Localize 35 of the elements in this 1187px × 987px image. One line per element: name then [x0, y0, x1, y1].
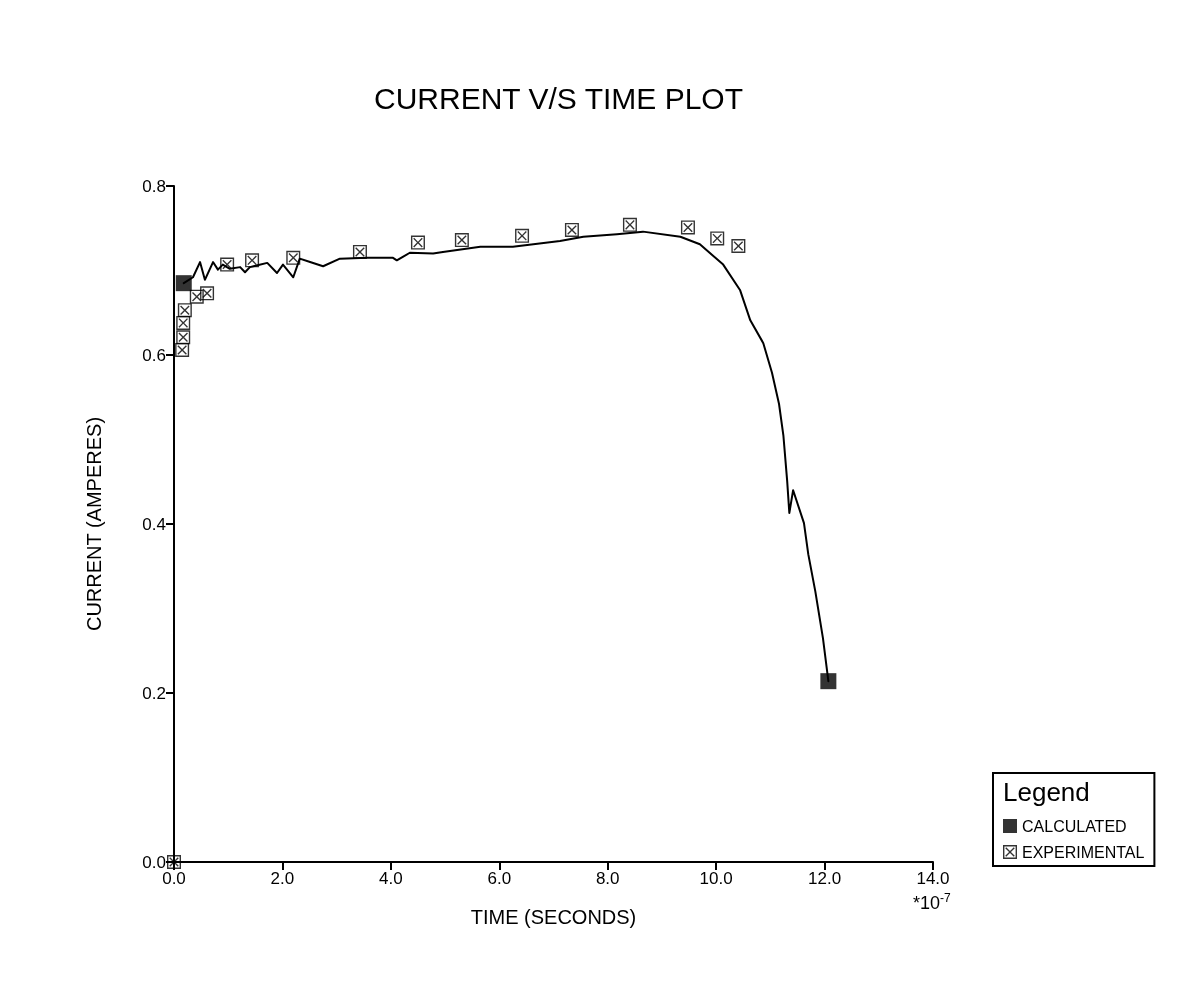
point — [175, 275, 192, 292]
x-tick-label: 12.0 — [808, 869, 842, 888]
y-tick-label: 0.2 — [142, 683, 166, 703]
x-tick-label: 10.0 — [699, 869, 733, 888]
point — [622, 217, 637, 232]
point — [177, 303, 192, 318]
y-tick-label: 0.6 — [142, 345, 166, 365]
x-tick-label: 8.0 — [595, 869, 620, 888]
point — [454, 233, 469, 248]
point — [189, 289, 204, 304]
x-tick-label: 6.0 — [487, 869, 512, 888]
point — [286, 250, 301, 265]
y-tick-label: 0.0 — [142, 852, 166, 872]
point — [220, 257, 235, 272]
point — [820, 673, 837, 690]
x-tick-label: 4.0 — [379, 869, 403, 888]
point — [515, 228, 530, 243]
x-tick-label: 14.0 — [916, 869, 950, 888]
point — [200, 286, 215, 301]
y-axis-title: CURRENT (AMPERES) — [83, 416, 105, 632]
y-tick-label: 0.8 — [142, 176, 166, 196]
legend-title: Legend — [1003, 777, 1090, 807]
point — [731, 238, 746, 253]
y-tick-label: 0.4 — [142, 514, 166, 534]
chart-title: CURRENT V/S TIME PLOT — [374, 81, 743, 115]
point — [410, 235, 425, 250]
point — [176, 330, 191, 345]
x-tick-label: 2.0 — [270, 869, 295, 888]
x-axis-title: TIME (SECONDS) — [470, 906, 637, 928]
x-tick-label: 0.0 — [162, 869, 186, 888]
point — [245, 253, 260, 268]
point — [680, 220, 695, 235]
point — [710, 231, 725, 246]
legend-label: CALCULATED — [1022, 817, 1127, 835]
legend-label: EXPERIMENTAL — [1022, 843, 1145, 861]
